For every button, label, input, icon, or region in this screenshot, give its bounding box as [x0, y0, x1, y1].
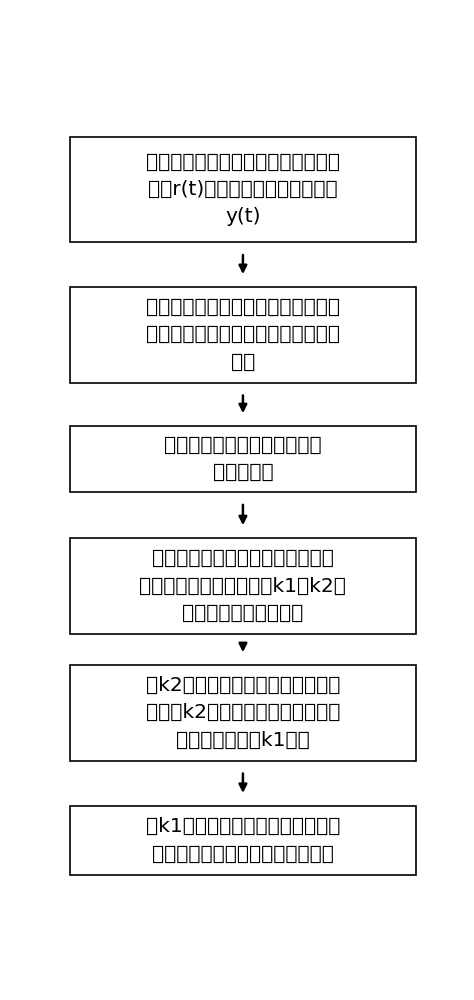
- FancyBboxPatch shape: [70, 665, 416, 761]
- Text: 设置陷波滤波器初值，系统输入阶跃
信号r(t)，采集直线电机位移输出
y(t): 设置陷波滤波器初值，系统输入阶跃 信号r(t)，采集直线电机位移输出 y(t): [146, 153, 340, 226]
- Text: 利用割线法迭代公式迭代优化
控制器参数: 利用割线法迭代公式迭代优化 控制器参数: [164, 436, 322, 482]
- FancyBboxPatch shape: [70, 426, 416, 492]
- FancyBboxPatch shape: [70, 137, 416, 242]
- Text: 陷波滤波器参数增加规定步长值，系
统输入阶跃信号，采集直线电机位移
输出: 陷波滤波器参数增加规定步长值，系 统输入阶跃信号，采集直线电机位移 输出: [146, 298, 340, 372]
- Text: 在k2参数迭代收敛后，保持陷波深
度参数k2与频率参数不变，继续迭
代优化陷波宽度k1参数: 在k2参数迭代收敛后，保持陷波深 度参数k2与频率参数不变，继续迭 代优化陷波宽…: [146, 676, 340, 750]
- FancyBboxPatch shape: [70, 538, 416, 634]
- FancyBboxPatch shape: [70, 287, 416, 383]
- FancyBboxPatch shape: [70, 806, 416, 875]
- Text: 在三个控制器参数第一次收敛后保
持作用频率参数不变，将k1和k2增
加规定步长，继续迭代: 在三个控制器参数第一次收敛后保 持作用频率参数不变，将k1和k2增 加规定步长，…: [139, 549, 346, 623]
- Text: 当k1参数迭代收敛后，陷波滤波器
参数优化完成，可以抑制电机谐振: 当k1参数迭代收敛后，陷波滤波器 参数优化完成，可以抑制电机谐振: [146, 817, 340, 864]
